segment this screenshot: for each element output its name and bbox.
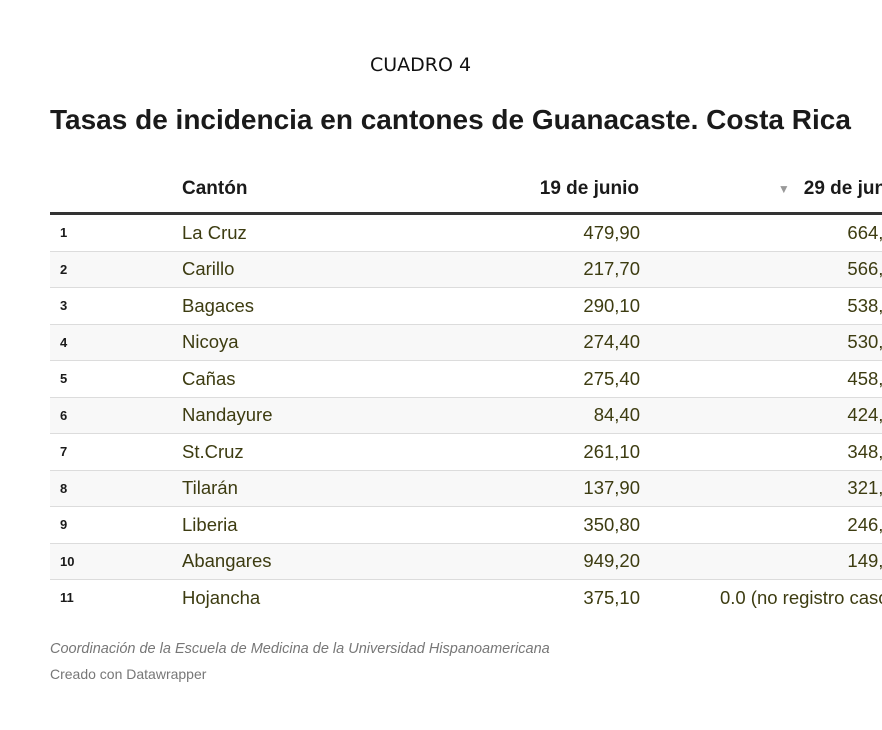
june-29-value-cell: 530,10 <box>651 324 882 361</box>
column-header-june-19[interactable]: 19 de junio <box>334 172 651 215</box>
rank-cell: 1 <box>50 213 182 252</box>
june-19-value-cell: 275,40 <box>334 360 651 398</box>
june-29-value-cell: 566,00 <box>651 251 882 288</box>
rank-cell: 10 <box>50 543 182 580</box>
column-header-canton[interactable]: Cantón <box>182 172 334 215</box>
rank-cell: 4 <box>50 324 182 361</box>
rank-cell: 11 <box>60 590 74 606</box>
table-row: 11 Hojancha 375,10 0.0 (no registro casos) <box>50 580 882 616</box>
june-19-value-cell: 137,90 <box>334 470 651 507</box>
canton-cell: Hojancha <box>182 586 261 608</box>
june-19-value-cell: 217,70 <box>334 251 651 288</box>
june-19-value-cell: 949,20 <box>334 543 651 580</box>
june-19-value-cell: 261,10 <box>334 433 651 471</box>
june-29-value-cell: 246,90 <box>651 506 882 544</box>
canton-cell: Nicoya <box>182 324 334 361</box>
column-header-june-29-label: 29 de junio <box>803 178 882 199</box>
canton-cell: La Cruz <box>182 213 334 252</box>
canton-cell: Tilarán <box>182 470 334 507</box>
table-header-row: Cantón 19 de junio ▼ 29 de junio <box>50 172 882 215</box>
rank-cell: 6 <box>50 397 182 434</box>
rank-cell: 2 <box>50 251 182 288</box>
rank-cell: 5 <box>50 360 182 398</box>
column-header-june-29[interactable]: ▼ 29 de junio <box>651 172 882 215</box>
june-29-value-cell: 321,90 <box>651 470 882 507</box>
column-header-rank <box>50 172 182 215</box>
sort-descending-icon: ▼ <box>777 181 790 196</box>
rank-cell: 8 <box>50 470 182 507</box>
rank-cell: 9 <box>50 506 182 544</box>
june-29-value-cell: 538,70 <box>651 287 882 325</box>
data-table: Cantón 19 de junio ▼ 29 de junio 1La Cruz… <box>50 172 882 616</box>
june-19-value-cell: 84,40 <box>334 397 651 434</box>
june-19-value-cell: 350,80 <box>334 506 651 544</box>
june-29-value-cell: 458,90 <box>651 360 882 398</box>
table-body: 1La Cruz479,90664,502Carillo217,70566,00… <box>50 213 882 616</box>
june-19-value-cell: 479,90 <box>334 213 651 252</box>
canton-cell: Liberia <box>182 506 334 544</box>
credit-link[interactable]: Creado con Datawrapper <box>50 666 207 682</box>
canton-cell: Cañas <box>182 360 334 398</box>
june-29-value-cell: 0.0 (no registro casos) <box>719 586 882 608</box>
rank-cell: 3 <box>50 287 182 325</box>
canton-cell: Abangares <box>182 543 334 580</box>
june-29-value-cell: 149,90 <box>651 543 882 580</box>
source-note: Coordinación de la Escuela de Medicina d… <box>50 641 550 657</box>
canton-cell: Nandayure <box>182 397 334 434</box>
june-29-value-cell: 424,20 <box>651 397 882 434</box>
canton-cell: Carillo <box>182 251 334 288</box>
rank-cell: 7 <box>50 433 182 471</box>
canton-cell: St.Cruz <box>182 433 334 471</box>
june-19-value-cell: 274,40 <box>334 324 651 361</box>
june-19-value-cell: 290,10 <box>334 287 651 325</box>
figure-label: CUADRO 4 <box>370 54 472 76</box>
june-19-value-cell: 375,10 <box>583 586 640 608</box>
canton-cell: Bagaces <box>182 287 334 325</box>
table-title: Tasas de incidencia en cantones de Guana… <box>50 104 851 135</box>
june-29-value-cell: 664,50 <box>651 213 882 252</box>
june-29-value-cell: 348,10 <box>651 433 882 471</box>
